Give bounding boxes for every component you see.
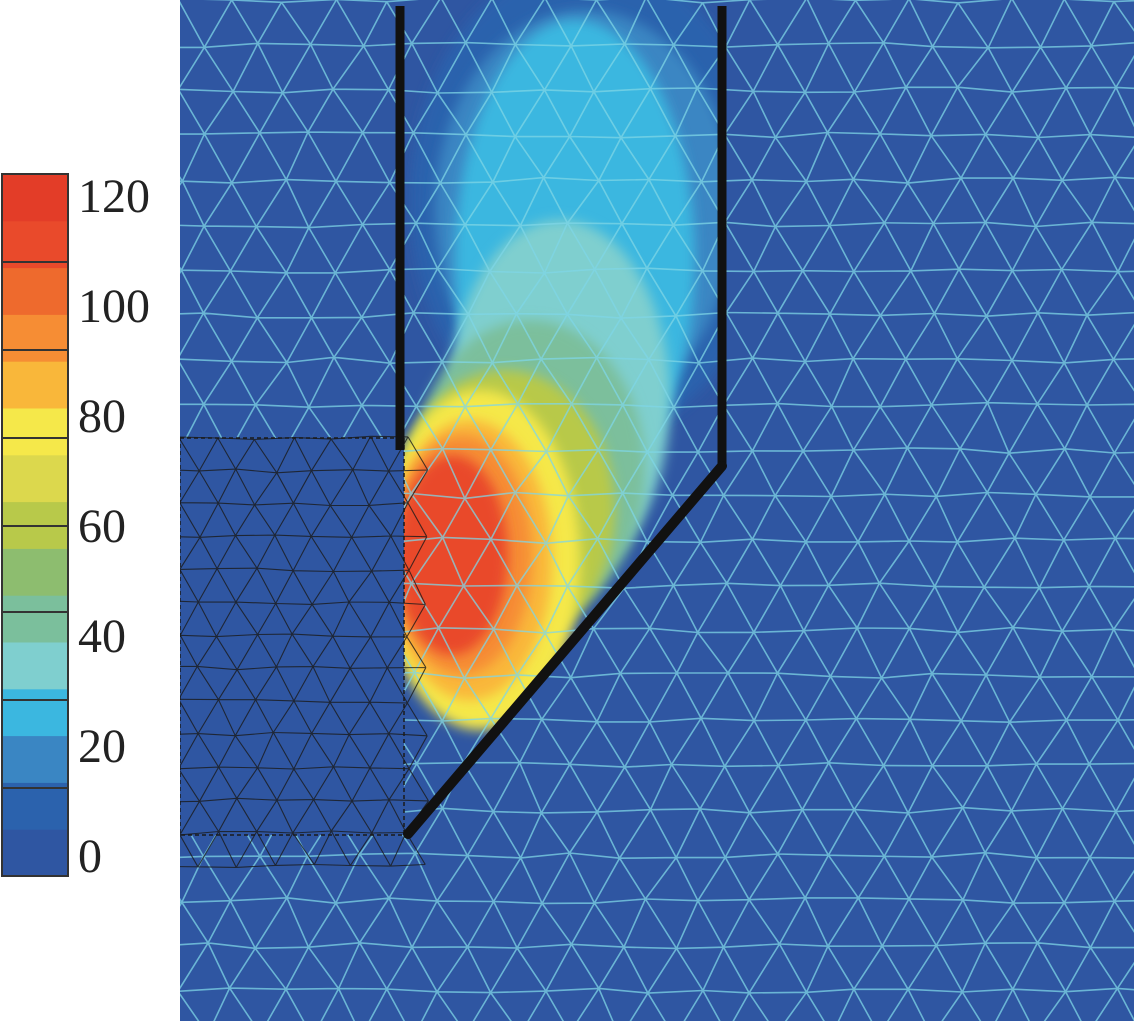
colorbar-band — [2, 454, 68, 503]
channel-walls — [395, 6, 727, 839]
colorbar-band — [2, 314, 68, 362]
colorbar-band — [2, 220, 68, 269]
colorbar-tick-40: 40 — [78, 610, 126, 663]
colorbar-tick-120: 120 — [78, 170, 150, 223]
colorbar-band — [2, 548, 68, 596]
colorbar-tick-60: 60 — [78, 500, 126, 553]
colorbar-band — [2, 829, 68, 877]
colorbar-band — [2, 735, 68, 783]
colorbar-band — [2, 174, 68, 222]
colorbar-band — [2, 595, 68, 643]
block-mesh — [180, 435, 429, 868]
mesh-edges — [180, 435, 429, 868]
colorbar-band — [2, 688, 68, 737]
colorbar-legend: 120 100 80 60 40 20 0 — [1, 170, 150, 883]
contour-plot — [180, 0, 1134, 1021]
colorbar-dividers — [2, 261, 68, 789]
block-outline — [180, 437, 405, 836]
colorbar-band — [2, 408, 68, 456]
colorbar-tick-100: 100 — [78, 280, 150, 333]
colorbar-bands — [2, 174, 68, 877]
colorbar-band — [2, 642, 68, 690]
colorbar-band — [2, 361, 68, 409]
inclined-wall — [403, 461, 727, 839]
colorbar-tick-20: 20 — [78, 720, 126, 773]
colorbar-tick-0: 0 — [78, 830, 102, 883]
colorbar-tick-80: 80 — [78, 390, 126, 443]
colorbar-frame — [1, 173, 69, 877]
colorbar-band — [2, 782, 68, 830]
colorbar-band — [2, 267, 68, 315]
